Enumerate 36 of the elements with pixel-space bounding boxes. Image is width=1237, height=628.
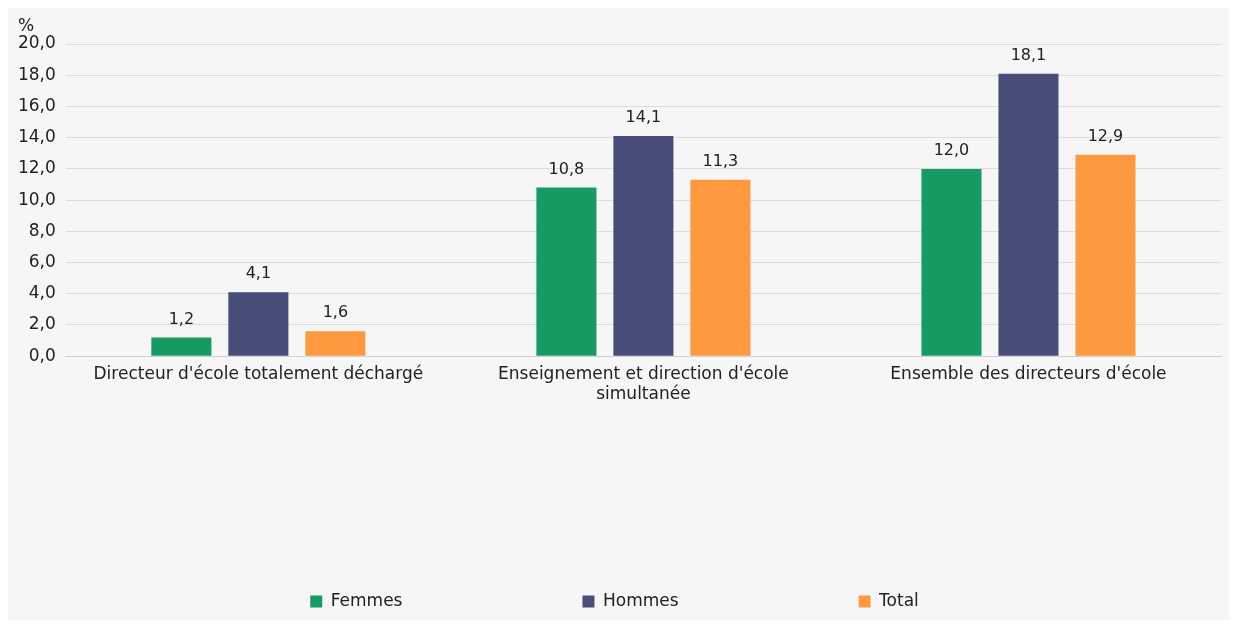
legend-label: Total — [878, 589, 919, 610]
y-tick-label: 18,0 — [17, 63, 56, 84]
bar — [690, 179, 751, 356]
y-tick-label: 0,0 — [28, 344, 56, 365]
bar — [1075, 154, 1136, 356]
data-label: 1,2 — [168, 308, 195, 328]
data-label: 11,3 — [702, 150, 739, 170]
y-tick-label: 14,0 — [17, 126, 56, 147]
y-axis-title: % — [17, 14, 35, 35]
y-tick-label: 10,0 — [17, 188, 56, 209]
bar — [151, 337, 212, 356]
y-tick-label: 6,0 — [28, 250, 56, 271]
bar — [305, 331, 366, 356]
data-label: 4,1 — [245, 263, 272, 283]
y-tick-label: 2,0 — [28, 313, 56, 334]
legend-label: Hommes — [602, 589, 679, 610]
y-tick-label: 20,0 — [17, 32, 56, 53]
x-tick-label: Enseignement et direction d'école simultanée — [498, 362, 789, 404]
y-tick-label: 4,0 — [28, 282, 56, 303]
bar — [998, 73, 1059, 356]
legend-label: Femmes — [330, 589, 403, 610]
y-tick-label: 16,0 — [17, 94, 56, 115]
y-tick-label: 12,0 — [17, 157, 56, 178]
data-label: 12,9 — [1087, 125, 1124, 145]
bar — [228, 292, 289, 356]
y-tick-label: 8,0 — [28, 219, 56, 240]
data-label: 10,8 — [548, 158, 585, 178]
data-label: 18,1 — [1010, 44, 1047, 64]
x-tick-label: Ensemble des directeurs d'école — [890, 362, 1167, 383]
bar — [613, 136, 674, 356]
x-tick-label: Directeur d'école totalement déchargé — [93, 362, 424, 383]
data-label: 14,1 — [625, 107, 662, 127]
data-label: 12,0 — [933, 140, 970, 160]
data-label: 1,6 — [322, 302, 349, 322]
bar — [536, 187, 597, 356]
bar — [921, 168, 982, 356]
